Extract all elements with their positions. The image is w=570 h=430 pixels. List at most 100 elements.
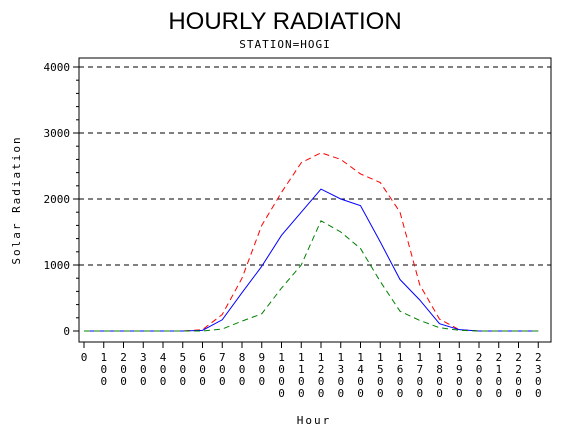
- x-tick-char: 0: [337, 387, 344, 400]
- x-tick-char: 0: [535, 375, 542, 388]
- x-tick-char: 2: [318, 363, 325, 376]
- x-tick-char: 1: [436, 351, 443, 364]
- x-tick-char: 0: [160, 363, 167, 376]
- chart-subtitle: STATION=HOGI: [239, 38, 330, 51]
- x-tick-char: 9: [456, 363, 463, 376]
- x-tick-char: 2: [120, 351, 127, 364]
- x-tick-char: 0: [476, 375, 483, 388]
- x-tick-char: 3: [140, 351, 147, 364]
- x-tick-char: 0: [199, 375, 206, 388]
- x-tick-char: 6: [199, 351, 206, 364]
- x-tick-char: 0: [100, 363, 107, 376]
- x-tick-char: 0: [160, 375, 167, 388]
- y-tick-label: 3000: [44, 127, 71, 140]
- series-group: [84, 152, 539, 332]
- x-tick-char: 0: [476, 387, 483, 400]
- x-tick-label: 0: [81, 351, 88, 364]
- x-tick-char: 4: [160, 351, 167, 364]
- x-tick-char: 0: [318, 387, 325, 400]
- x-tick-char: 0: [239, 363, 246, 376]
- x-tick-char: 0: [436, 375, 443, 388]
- x-tick-char: 8: [436, 363, 443, 376]
- x-tick-char: 0: [140, 363, 147, 376]
- x-tick-char: 0: [515, 387, 522, 400]
- y-tick-label: 1000: [44, 259, 71, 272]
- x-tick-char: 9: [258, 351, 265, 364]
- y-tick-label: 2000: [44, 193, 71, 206]
- x-tick-char: 0: [377, 387, 384, 400]
- x-tick-char: 0: [81, 351, 88, 364]
- x-tick-char: 0: [140, 375, 147, 388]
- x-tick-char: 2: [495, 351, 502, 364]
- x-tick-char: 0: [219, 375, 226, 388]
- x-tick-char: 0: [120, 375, 127, 388]
- x-tick-char: 0: [100, 375, 107, 388]
- x-tick-char: 1: [456, 351, 463, 364]
- x-tick-char: 6: [397, 363, 404, 376]
- x-tick-char: 5: [179, 351, 186, 364]
- x-tick-char: 0: [476, 363, 483, 376]
- plot-frame: [78, 57, 552, 343]
- x-tick-char: 0: [535, 387, 542, 400]
- x-tick-char: 0: [337, 375, 344, 388]
- x-tick-char: 4: [357, 363, 364, 376]
- x-tick-char: 0: [278, 387, 285, 400]
- x-tick-char: 1: [100, 351, 107, 364]
- x-tick-char: 0: [416, 375, 423, 388]
- x-tick-char: 1: [495, 363, 502, 376]
- x-tick-char: 0: [258, 375, 265, 388]
- x-tick-char: 0: [278, 375, 285, 388]
- x-tick-char: 0: [298, 387, 305, 400]
- x-tick-char: 1: [397, 351, 404, 364]
- x-tick-char: 2: [535, 351, 542, 364]
- y-tick-label: 0: [63, 325, 70, 338]
- x-tick-char: 1: [377, 351, 384, 364]
- x-tick-char: 5: [377, 363, 384, 376]
- x-tick-char: 3: [535, 363, 542, 376]
- x-tick-char: 0: [239, 375, 246, 388]
- x-tick-char: 0: [515, 375, 522, 388]
- x-tick-char: 0: [258, 363, 265, 376]
- y-tick-label: 4000: [44, 61, 71, 74]
- series-line-1: [84, 188, 539, 332]
- x-tick-char: 0: [416, 387, 423, 400]
- x-tick-char: 1: [357, 351, 364, 364]
- x-tick-char: 1: [298, 363, 305, 376]
- x-axis-label: Hour: [297, 414, 332, 427]
- x-tick-char: 0: [179, 375, 186, 388]
- x-tick-char: 0: [357, 387, 364, 400]
- x-tick-char: 0: [179, 363, 186, 376]
- y-axis-label: Solar Radiation: [10, 135, 23, 264]
- chart-title: HOURLY RADIATION: [168, 8, 401, 35]
- gridlines: [79, 66, 551, 266]
- x-tick-char: 0: [495, 387, 502, 400]
- x-tick-char: 0: [436, 387, 443, 400]
- x-tick-char: 0: [199, 363, 206, 376]
- x-tick-char: 0: [357, 375, 364, 388]
- x-tick-char: 7: [416, 363, 423, 376]
- x-tick-char: 0: [120, 363, 127, 376]
- x-tick-char: 1: [278, 351, 285, 364]
- x-tick-char: 1: [298, 351, 305, 364]
